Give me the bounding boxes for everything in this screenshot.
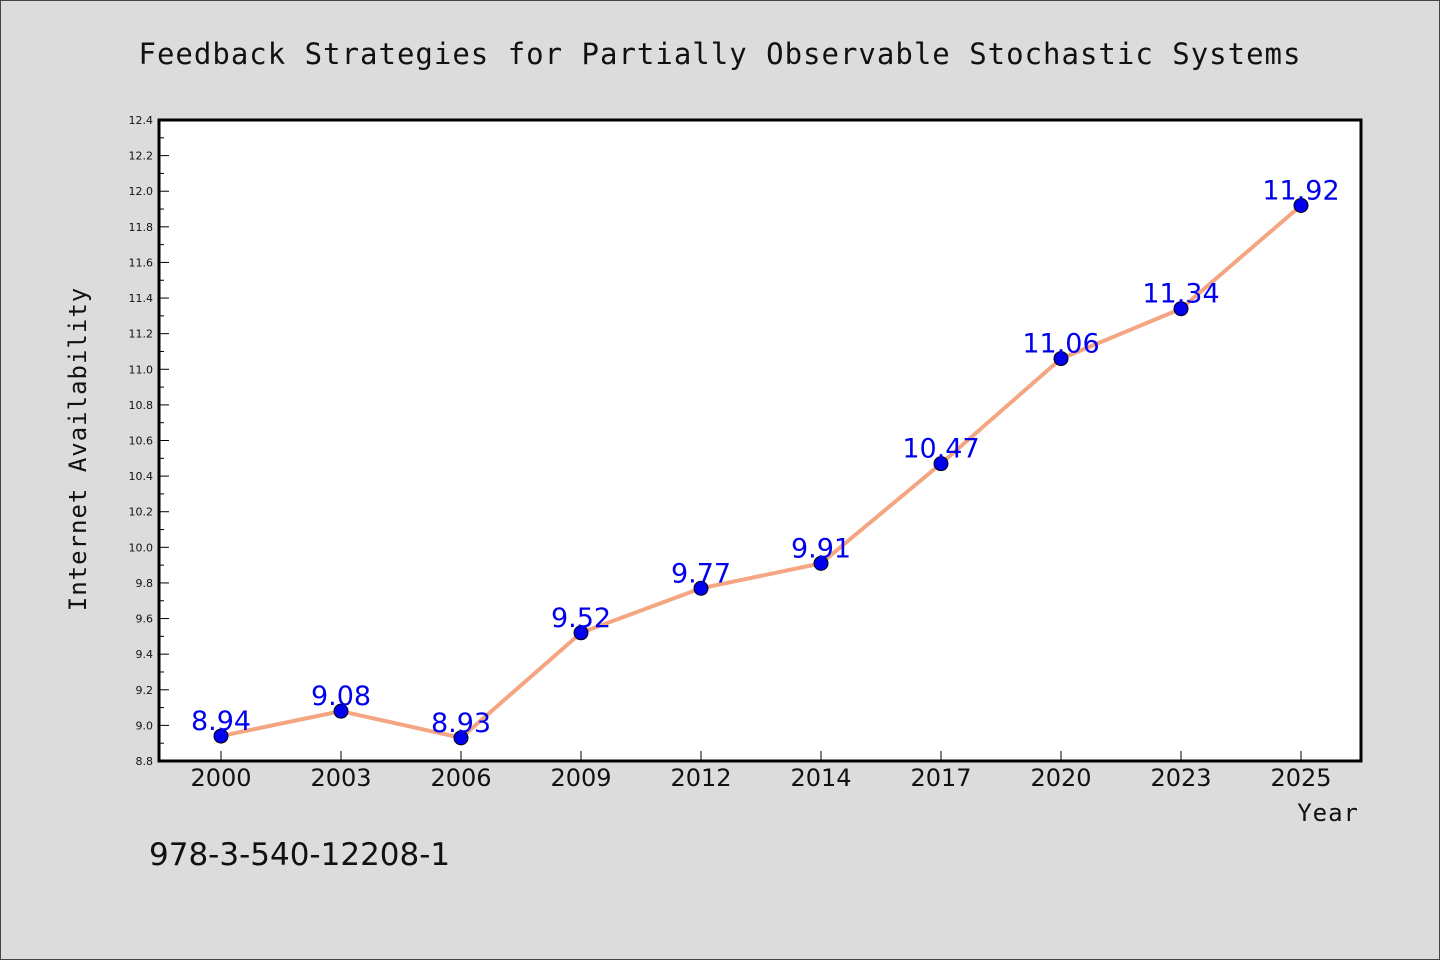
data-label: 9.52 — [551, 603, 611, 634]
y-axis-label: Internet Availability — [64, 287, 92, 611]
y-tick-label: 9.8 — [136, 577, 154, 590]
data-point — [1293, 197, 1309, 213]
data-point — [1053, 351, 1069, 367]
data-point — [933, 456, 949, 472]
data-point — [573, 625, 589, 641]
y-tick-label: 9.0 — [136, 719, 154, 732]
plot-area — [157, 118, 1363, 763]
data-point — [1173, 301, 1189, 317]
data-point — [333, 703, 349, 719]
y-tick-label: 10.4 — [129, 470, 154, 483]
y-tick-label: 12.0 — [129, 185, 154, 198]
data-label: 9.08 — [311, 681, 371, 712]
y-tick-label: 10.0 — [129, 541, 154, 554]
chart-title: Feedback Strategies for Partially Observ… — [139, 37, 1302, 71]
x-tick-label: 2012 — [670, 764, 731, 792]
series-line — [220, 203, 1303, 740]
data-label: 11.06 — [1022, 329, 1099, 360]
x-tick-label: 2014 — [790, 764, 851, 792]
y-tick-label: 11.2 — [129, 328, 154, 341]
data-point — [813, 555, 829, 571]
y-tick-label: 12.2 — [129, 150, 154, 163]
x-tick-label: 2023 — [1150, 764, 1211, 792]
x-tick-label: 2003 — [310, 764, 371, 792]
data-point — [453, 730, 469, 746]
x-tick-label: 2009 — [550, 764, 611, 792]
x-tick-label: 2000 — [190, 764, 251, 792]
data-label: 11.92 — [1262, 175, 1339, 206]
y-tick-label: 9.4 — [136, 648, 154, 661]
x-axis: 2000 2003 2006 2009 2012 2014 2017 2020 2023 2025 — [190, 751, 1332, 792]
footer-isbn: 978-3-540-12208-1 — [149, 837, 450, 873]
data-label: 8.93 — [431, 708, 491, 739]
data-label: 8.94 — [191, 706, 251, 737]
x-axis-label: Year — [1297, 799, 1359, 827]
y-tick-label: 11.0 — [129, 363, 154, 376]
y-tick-label: 9.2 — [136, 684, 154, 697]
series-markers — [213, 197, 1309, 746]
data-point — [693, 580, 709, 596]
y-tick-label: 10.6 — [129, 435, 154, 448]
x-tick-label: 2017 — [910, 764, 971, 792]
x-tick-label: 2025 — [1270, 764, 1331, 792]
y-tick-label: 8.8 — [136, 755, 154, 768]
data-point — [213, 728, 229, 744]
y-tick-label: 9.6 — [136, 613, 154, 626]
y-tick-label: 11.6 — [129, 256, 154, 269]
y-tick-label: 11.4 — [129, 292, 154, 305]
data-label: 9.91 — [791, 533, 851, 564]
data-label: 11.34 — [1142, 279, 1219, 310]
y-axis: 8.8 9.0 9.2 9.4 9.6 9.8 10.0 10.2 10.4 10.6 10.8 11… — [129, 114, 169, 768]
y-tick-label: 10.8 — [129, 399, 154, 412]
x-tick-label: 2020 — [1030, 764, 1091, 792]
y-tick-label: 12.4 — [129, 114, 154, 127]
y-tick-label: 11.8 — [129, 221, 154, 234]
data-label: 9.77 — [671, 558, 731, 589]
data-labels: 8.94 9.08 8.93 9.52 9.77 9.91 10.47 11.06 11.34 1… — [191, 175, 1340, 738]
x-tick-label: 2006 — [430, 764, 491, 792]
data-label: 10.47 — [902, 434, 979, 465]
y-tick-label: 10.2 — [129, 506, 154, 519]
